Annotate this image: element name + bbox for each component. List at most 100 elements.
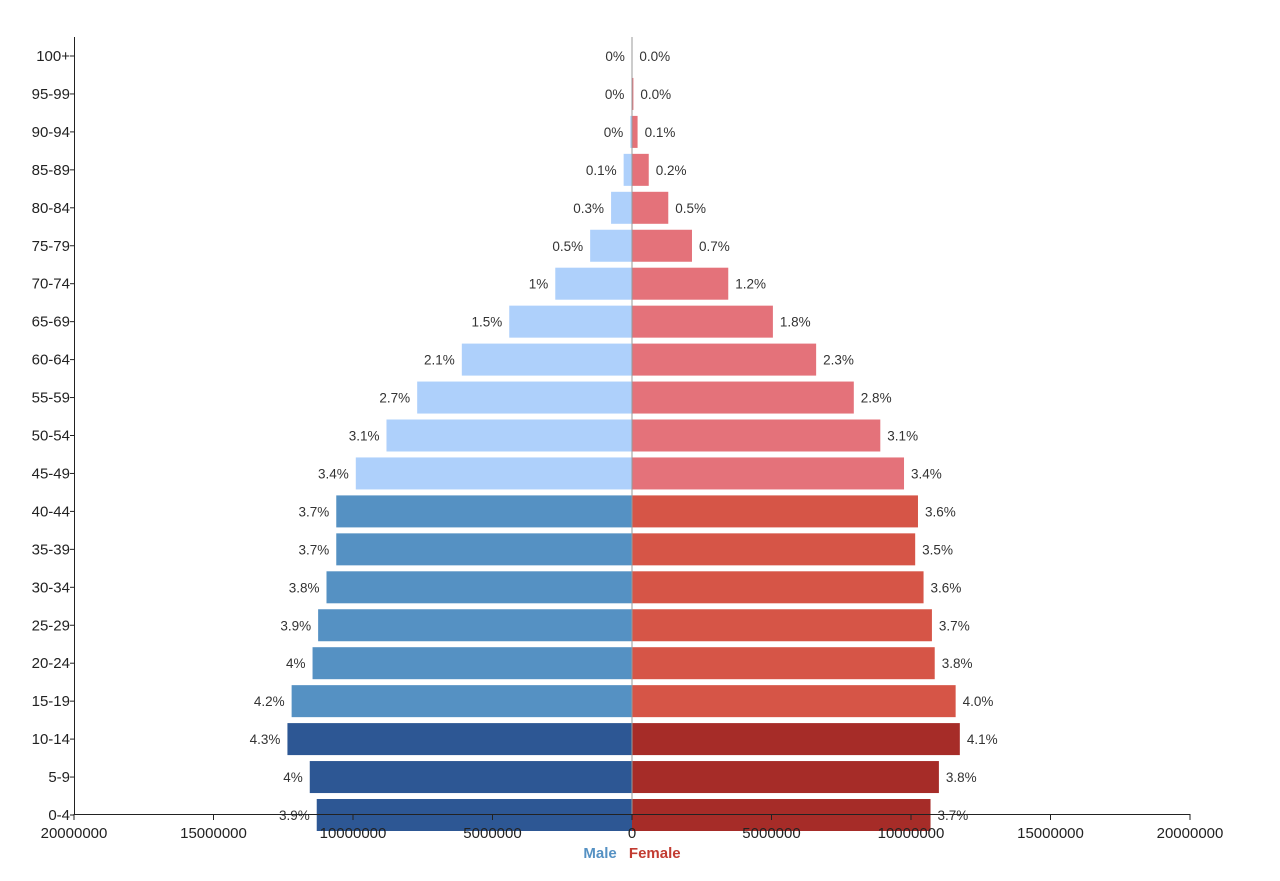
female-pct-label: 1.2%: [735, 277, 766, 292]
age-label: 35-39: [32, 541, 70, 558]
male-pct-label: 0%: [605, 87, 625, 102]
male-pct-label: 3.4%: [318, 466, 349, 481]
female-pct-label: 3.6%: [931, 580, 962, 595]
bar-male-10-14[interactable]: [287, 723, 632, 756]
age-label: 70-74: [32, 276, 70, 293]
age-label: 85-89: [32, 162, 70, 179]
male-pct-label: 0.5%: [552, 239, 583, 254]
x-tick-label: 15000000: [180, 825, 247, 842]
female-pct-label: 3.1%: [887, 429, 918, 444]
bar-female-20-24[interactable]: [632, 647, 935, 680]
bar-male-80-84[interactable]: [611, 191, 632, 224]
female-pct-label: 0.0%: [640, 87, 671, 102]
age-label: 15-19: [32, 693, 70, 710]
age-label: 60-64: [32, 352, 70, 369]
bar-male-5-9[interactable]: [309, 761, 632, 794]
bar-male-75-79[interactable]: [590, 229, 632, 262]
bar-female-10-14[interactable]: [632, 723, 960, 756]
bar-female-90-94[interactable]: [632, 115, 638, 148]
male-pct-label: 4%: [283, 770, 303, 785]
bar-male-15-19[interactable]: [291, 685, 632, 718]
x-tick-label: 20000000: [41, 825, 108, 842]
axes-group: 20000000 15000000 10000000 5000000 0 5000000 1…: [41, 37, 1224, 842]
x-tick-label: 0: [628, 825, 636, 842]
female-pct-label: 3.7%: [939, 618, 970, 633]
bar-female-40-44[interactable]: [632, 495, 918, 528]
bars-group: [287, 40, 960, 831]
male-pct-label: 4%: [286, 656, 306, 671]
labels-group: 100+ 0% 0.0% 95-99 0% 0.0% 90-94 0% 0.1% 85-89 0.1…: [32, 48, 998, 824]
male-pct-label: 3.9%: [280, 618, 311, 633]
female-pct-label: 3.8%: [946, 770, 977, 785]
bar-male-30-34[interactable]: [326, 571, 632, 604]
male-pct-label: 3.7%: [298, 504, 329, 519]
bar-male-40-44[interactable]: [336, 495, 632, 528]
bar-female-15-19[interactable]: [632, 685, 956, 718]
age-label: 65-69: [32, 314, 70, 331]
legend-female[interactable]: Female: [628, 845, 681, 862]
male-pct-label: 4.2%: [254, 694, 285, 709]
female-pct-label: 0.7%: [699, 239, 730, 254]
female-pct-label: 0.0%: [639, 49, 670, 64]
legend-male[interactable]: Male: [583, 845, 617, 862]
male-pct-label: 1%: [529, 277, 549, 292]
bar-female-35-39[interactable]: [632, 533, 916, 566]
female-pct-label: 3.4%: [911, 466, 942, 481]
female-pct-label: 4.0%: [963, 694, 994, 709]
bar-female-55-59[interactable]: [632, 381, 854, 414]
x-tick-label: 5000000: [463, 825, 521, 842]
female-pct-label: 3.5%: [922, 542, 953, 557]
age-label: 50-54: [32, 428, 70, 445]
female-pct-label: 3.7%: [938, 808, 969, 823]
male-pct-label: 0.1%: [586, 163, 617, 178]
female-pct-label: 0.5%: [675, 201, 706, 216]
bar-female-80-84[interactable]: [632, 191, 669, 224]
female-pct-label: 2.8%: [861, 391, 892, 406]
bar-male-35-39[interactable]: [336, 533, 632, 566]
female-pct-label: 2.3%: [823, 353, 854, 368]
bar-male-50-54[interactable]: [386, 419, 632, 452]
female-pct-label: 3.6%: [925, 504, 956, 519]
age-label: 25-29: [32, 617, 70, 634]
bar-male-45-49[interactable]: [355, 457, 632, 490]
bar-female-30-34[interactable]: [632, 571, 924, 604]
male-pct-label: 0%: [604, 125, 624, 140]
bar-male-65-69[interactable]: [509, 305, 632, 338]
x-tick-label: 15000000: [1017, 825, 1084, 842]
age-label: 30-34: [32, 579, 70, 596]
bar-male-25-29[interactable]: [318, 609, 632, 642]
x-tick-label: 20000000: [1157, 825, 1224, 842]
female-pct-label: 0.1%: [645, 125, 676, 140]
male-pct-label: 3.7%: [298, 542, 329, 557]
age-label: 55-59: [32, 390, 70, 407]
male-pct-label: 0%: [605, 49, 625, 64]
male-pct-label: 0.3%: [573, 201, 604, 216]
bar-male-60-64[interactable]: [461, 343, 632, 376]
male-pct-label: 3.1%: [349, 429, 380, 444]
bar-female-25-29[interactable]: [632, 609, 932, 642]
male-pct-label: 3.8%: [289, 580, 320, 595]
bar-male-55-59[interactable]: [417, 381, 632, 414]
male-pct-label: 3.9%: [279, 808, 310, 823]
bar-female-85-89[interactable]: [632, 153, 649, 186]
bar-male-90-94[interactable]: [630, 115, 632, 148]
bar-female-95-99[interactable]: [632, 77, 634, 110]
age-label: 45-49: [32, 465, 70, 482]
bar-male-20-24[interactable]: [312, 647, 632, 680]
male-pct-label: 2.7%: [379, 391, 410, 406]
bar-female-45-49[interactable]: [632, 457, 905, 490]
bar-male-85-89[interactable]: [623, 153, 632, 186]
bar-female-75-79[interactable]: [632, 229, 692, 262]
bar-female-70-74[interactable]: [632, 267, 729, 300]
age-label: 10-14: [32, 731, 70, 748]
bar-female-60-64[interactable]: [632, 343, 817, 376]
age-label: 95-99: [32, 86, 70, 103]
bar-female-65-69[interactable]: [632, 305, 773, 338]
legend: Male Female: [0, 845, 1264, 862]
female-pct-label: 1.8%: [780, 315, 811, 330]
bar-female-5-9[interactable]: [632, 761, 939, 794]
bar-male-70-74[interactable]: [555, 267, 632, 300]
bar-female-50-54[interactable]: [632, 419, 881, 452]
age-label: 100+: [36, 48, 70, 65]
